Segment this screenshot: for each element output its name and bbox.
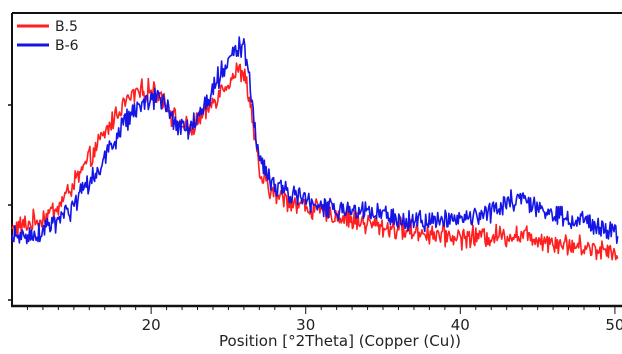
x-tick-label: 20 [142, 316, 161, 334]
x-axis-title: Position [°2Theta] (Copper (Cu)) [219, 332, 461, 350]
x-tick-label: 40 [451, 316, 470, 334]
x-tick-label: 30 [296, 316, 315, 334]
x-axis-ticks [26, 306, 616, 314]
series-layer [11, 36, 619, 261]
legend-label-1: B.5 [55, 19, 78, 35]
legend-label-2: B-6 [55, 38, 79, 54]
y-axis-ticks [8, 104, 12, 301]
x-tick-label: 50 [605, 316, 622, 334]
legend: B.5B-6 [13, 14, 99, 58]
series-line-2 [11, 36, 619, 245]
plot-frame [11, 12, 622, 308]
x-axis-tick-labels: 20 30 40 50 [142, 316, 622, 334]
legend-background [13, 14, 99, 58]
series-line-1 [11, 62, 619, 261]
